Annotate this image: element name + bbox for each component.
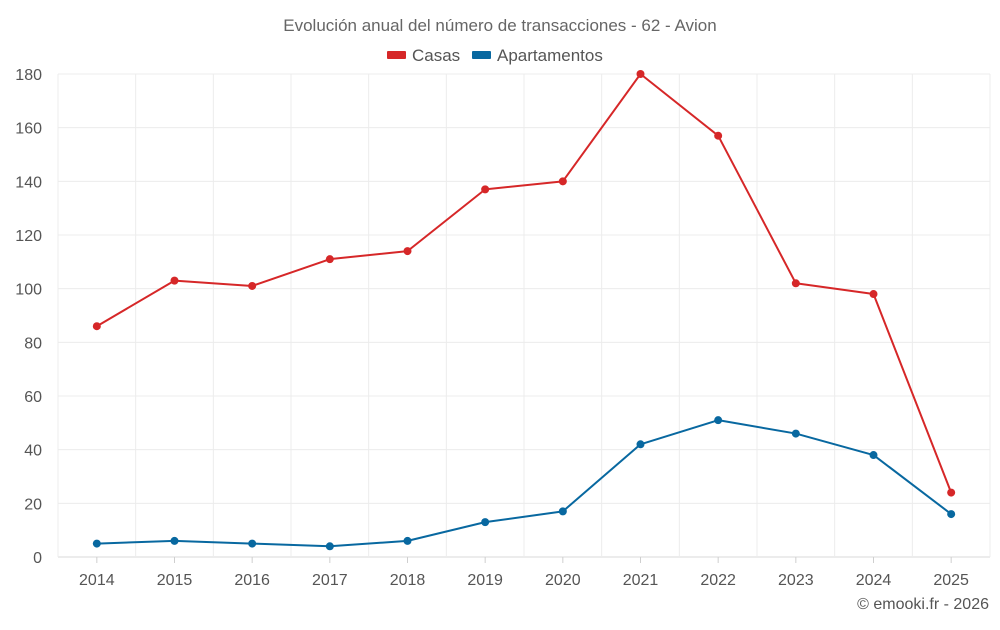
data-point[interactable] [714, 416, 723, 425]
series-apartamentos[interactable] [92, 416, 956, 551]
data-point[interactable] [947, 510, 956, 519]
x-tick-label: 2025 [933, 572, 969, 589]
series-line [95, 73, 953, 494]
series-casas[interactable] [92, 70, 956, 497]
x-tick-label: 2020 [545, 572, 581, 589]
series-layer [92, 70, 956, 551]
copyright-credit: © emooki.fr - 2026 [857, 596, 989, 613]
data-point[interactable] [481, 185, 490, 194]
data-point[interactable] [714, 131, 723, 140]
y-tick-label: 80 [24, 335, 42, 352]
x-tick-label: 2016 [234, 572, 270, 589]
data-point[interactable] [558, 177, 567, 186]
data-point[interactable] [92, 539, 101, 548]
series-line [95, 419, 953, 548]
data-point[interactable] [170, 276, 179, 285]
y-tick-label: 40 [24, 443, 42, 460]
y-tick-label: 100 [15, 282, 42, 299]
data-point[interactable] [248, 539, 257, 548]
legend-label: Apartamentos [497, 46, 603, 65]
x-tick-label: 2022 [700, 572, 736, 589]
legend[interactable]: Casas Apartamentos [387, 46, 603, 65]
y-axis: 0 20 40 60 80 100 120 140 160 180 [15, 67, 42, 567]
data-point[interactable] [325, 542, 334, 551]
x-tick-label: 2015 [157, 572, 193, 589]
data-point[interactable] [403, 247, 412, 256]
legend-swatch [387, 51, 406, 59]
data-point[interactable] [869, 451, 878, 460]
legend-item-apartamentos[interactable]: Apartamentos [472, 46, 603, 65]
data-point[interactable] [636, 70, 645, 78]
data-point[interactable] [791, 429, 800, 438]
data-point[interactable] [481, 518, 490, 527]
data-point[interactable] [325, 255, 334, 264]
data-point[interactable] [170, 536, 179, 545]
y-tick-label: 0 [33, 550, 42, 567]
data-point[interactable] [947, 488, 956, 497]
y-tick-label: 120 [15, 228, 42, 245]
data-point[interactable] [791, 279, 800, 288]
legend-item-casas[interactable]: Casas [387, 46, 460, 65]
y-tick-label: 60 [24, 389, 42, 406]
gridlines [57, 73, 991, 558]
x-tick-label: 2023 [778, 572, 814, 589]
x-tick-label: 2014 [79, 572, 115, 589]
data-point[interactable] [248, 281, 257, 290]
legend-label: Casas [412, 46, 460, 65]
x-tick-label: 2017 [312, 572, 348, 589]
data-point[interactable] [92, 322, 101, 331]
y-tick-label: 160 [15, 121, 42, 138]
data-point[interactable] [403, 536, 412, 545]
chart-title: Evolución anual del número de transaccio… [283, 16, 716, 35]
y-tick-label: 140 [15, 174, 42, 191]
y-tick-label: 180 [15, 67, 42, 84]
y-tick-label: 20 [24, 496, 42, 513]
x-tick-label: 2019 [467, 572, 503, 589]
data-point[interactable] [869, 290, 878, 299]
legend-swatch [472, 51, 491, 59]
data-point[interactable] [558, 507, 567, 516]
data-point[interactable] [636, 440, 645, 449]
x-axis: 2014 2015 2016 2017 2018 2019 2020 2021 2022 2023… [79, 557, 969, 589]
x-tick-label: 2018 [390, 572, 426, 589]
x-tick-label: 2024 [856, 572, 892, 589]
x-tick-label: 2021 [623, 572, 659, 589]
